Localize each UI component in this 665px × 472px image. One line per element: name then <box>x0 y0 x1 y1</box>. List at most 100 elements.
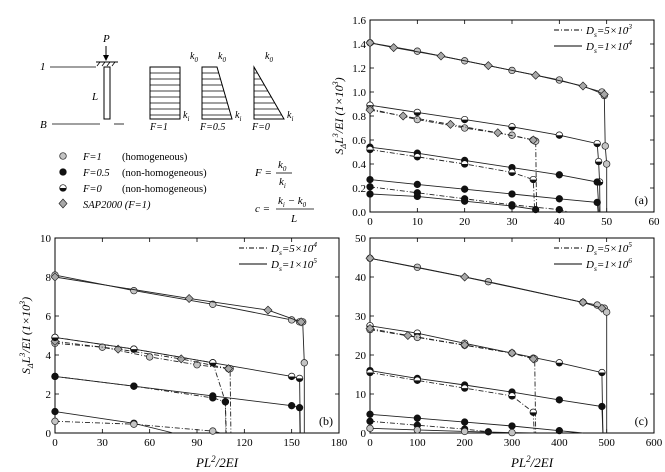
series-point-b-7-3 <box>221 398 230 406</box>
series-point-c-7-2 <box>461 418 469 426</box>
series-point-a-5-4 <box>555 171 563 179</box>
series-point-b-1-3 <box>296 317 306 327</box>
panel-label-c: (c) <box>635 414 648 428</box>
series-b-4 <box>50 336 234 374</box>
series-point-a-7-5 <box>593 198 601 207</box>
x-tick-label-b-4: 120 <box>236 437 253 449</box>
eq-f-lhs: F = <box>254 167 272 179</box>
series-a-6 <box>366 145 537 213</box>
y-tick-label-c-5: 50 <box>355 233 367 245</box>
legend-marker-f05 <box>59 168 67 176</box>
y-tick-label-a-0: 0.0 <box>352 207 366 219</box>
series-line-a-5 <box>369 146 600 213</box>
series-point-a-6-1 <box>413 153 421 161</box>
x-tick-label-b-5: 150 <box>283 437 300 449</box>
series-b-5 <box>51 372 304 434</box>
series-point-a-1-6 <box>599 89 609 99</box>
legend-label-sap: SAP2000 (F=1) <box>83 200 151 211</box>
y-tick-label-c-2: 20 <box>355 350 367 362</box>
series-point-c-5-4 <box>555 396 563 404</box>
ki-label-2: ki <box>235 110 241 123</box>
series-point-b-4-3 <box>224 364 234 374</box>
series-line-b-6 <box>54 336 227 434</box>
series-line-a-6 <box>369 149 536 213</box>
series-point-a-6-2 <box>461 160 469 168</box>
series-point-a-1-0 <box>365 38 375 48</box>
series-point-a-8-0 <box>366 183 374 191</box>
series-point-a-7-2 <box>461 185 469 193</box>
series-point-a-6-0 <box>366 145 374 154</box>
y-tick-label-a-6: 1.2 <box>352 63 366 75</box>
series-line-b-1 <box>54 276 302 323</box>
series-point-b-9-1 <box>130 420 138 428</box>
series-c-3 <box>366 326 539 434</box>
hatch-4 <box>111 61 116 67</box>
series-b-7 <box>51 372 230 434</box>
series-line-c-4 <box>369 328 534 360</box>
legend-label-b-0: Ds=5×104 <box>270 240 317 257</box>
series-point-c-9-3 <box>508 428 516 437</box>
series-c-9 <box>366 424 536 437</box>
series-point-a-9-4 <box>532 205 540 214</box>
series-c-5 <box>366 366 606 434</box>
profile-label-uniform: F=1 <box>149 122 168 133</box>
x-tick-label-c-1: 100 <box>409 437 426 449</box>
series-c-4 <box>365 323 538 364</box>
legend-note-f0: (non-homogeneous) <box>122 184 207 195</box>
load-arrowhead <box>103 55 109 61</box>
series-point-a-4-3 <box>493 128 503 138</box>
series-point-c-7-3 <box>508 422 516 430</box>
series-point-b-3-2 <box>146 353 154 361</box>
series-point-a-6-3 <box>508 168 516 177</box>
series-point-c-9-1 <box>413 426 421 434</box>
x-axis-label-b: PL2/2EI <box>195 454 239 470</box>
series-line-c-3 <box>369 329 537 434</box>
series-line-b-3 <box>54 342 232 434</box>
series-point-c-9-0 <box>366 424 374 432</box>
series-b-0 <box>51 271 308 433</box>
series-line-b-0 <box>54 274 305 433</box>
series-point-a-2-6 <box>594 157 603 166</box>
y-tick-label-c-3: 30 <box>355 311 367 323</box>
series-point-a-7-1 <box>413 180 421 189</box>
series-a-1 <box>365 38 609 99</box>
y-tick-label-a-7: 1.4 <box>352 39 366 51</box>
x-tick-label-a-3: 30 <box>507 216 519 228</box>
series-point-a-1-2 <box>436 51 446 61</box>
legend-marker-sap <box>58 198 68 209</box>
top-node-label: 1 <box>40 61 46 73</box>
ki-label-1: ki <box>183 110 189 123</box>
series-line-b-2 <box>54 336 301 434</box>
series-point-b-6-2 <box>209 359 217 367</box>
series-point-c-1-1 <box>460 272 470 282</box>
series-point-c-4-4 <box>528 354 538 364</box>
series-point-b-2-4 <box>295 374 304 383</box>
series-b-2 <box>51 333 304 434</box>
y-tick-label-c-1: 10 <box>355 389 367 401</box>
series-point-c-4-1 <box>403 331 413 340</box>
legend-label-c-1: Ds=1×106 <box>585 256 632 273</box>
series-point-b-7-0 <box>51 372 59 381</box>
y-tick-label-b-5: 10 <box>40 233 52 245</box>
legend-label-a-0: Ds=5×103 <box>585 22 632 39</box>
y-tick-label-a-8: 1.6 <box>352 15 366 27</box>
legend-label-f0: F=0 <box>82 184 102 195</box>
x-tick-label-a-2: 20 <box>459 216 471 228</box>
x-tick-label-a-1: 10 <box>412 216 424 228</box>
series-point-a-2-2 <box>461 115 469 124</box>
series-line-b-9 <box>54 420 221 434</box>
y-tick-label-b-4: 8 <box>46 272 52 284</box>
eq-c-num: ki − k0 <box>278 195 307 209</box>
series-point-a-3-1 <box>413 115 421 124</box>
series-point-a-7-0 <box>366 175 374 184</box>
series-point-c-0-4 <box>593 301 601 309</box>
bottom-node-label: B <box>40 119 47 131</box>
legend-note-homogeneous: (homogeneous) <box>122 152 188 163</box>
series-point-a-9-1 <box>413 192 421 201</box>
series-point-c-7-1 <box>413 414 421 422</box>
x-tick-label-b-1: 30 <box>97 437 109 449</box>
chart-c: 0 100 200 300 400 500 600 0 10 20 30 40 50 PL2/2EI (c)… <box>355 233 663 470</box>
y-tick-label-b-2: 4 <box>46 350 52 362</box>
series-b-8 <box>51 407 174 434</box>
y-axis-label-a: SΔL3/EI (1×103) <box>331 77 348 154</box>
